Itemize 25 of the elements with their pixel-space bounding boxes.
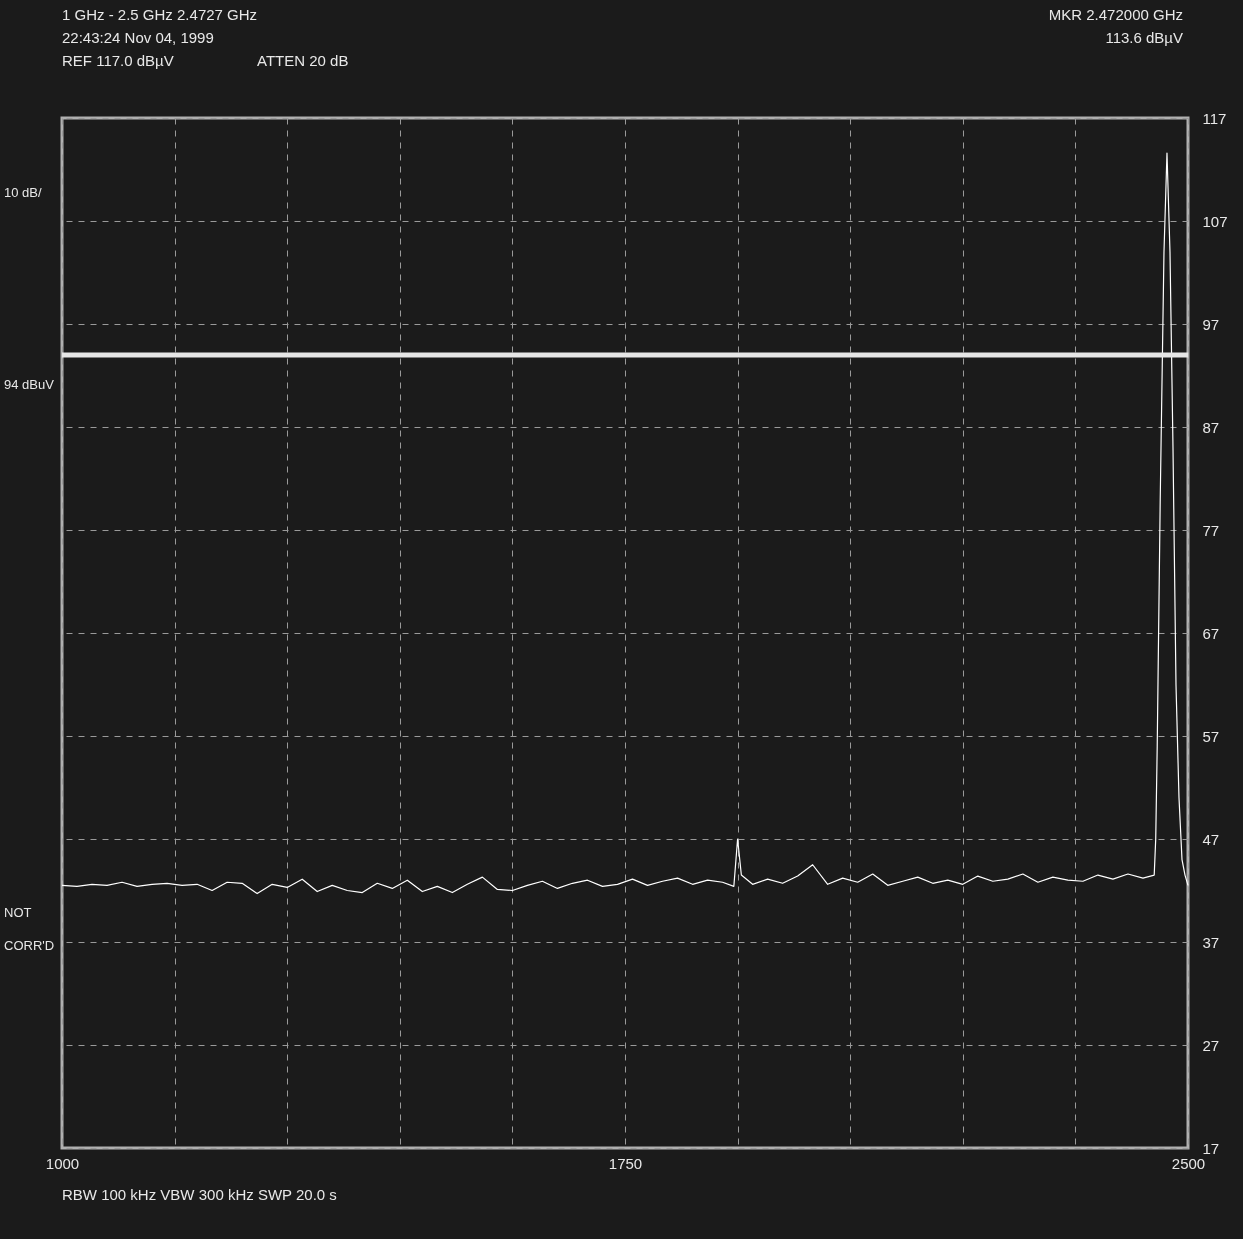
text: ATTEN 20 dB [257,52,349,69]
y-tick-label: 77 [1202,521,1220,539]
text: 113.6 dBµV [1105,29,1183,46]
x-tick-label: 1750 [608,1154,643,1172]
y-tick-label: 57 [1202,727,1220,745]
y-tick-label: 27 [1202,1036,1220,1054]
x-tick-label: 2500 [1171,1154,1206,1172]
y-tick-label: 17 [1202,1139,1220,1157]
y-tick-label: 97 [1202,315,1220,333]
x-tick-label: 1000 [45,1154,80,1172]
y-tick-label: 47 [1202,830,1220,848]
text: 10 dB/ [4,185,42,200]
y-tick-label: 87 [1202,418,1220,436]
text: MKR 2.472000 GHz [1048,6,1183,23]
text: REF 117.0 dBµV [62,52,174,69]
y-tick-label: 117 [1202,109,1227,127]
text: 1 GHz - 2.5 GHz 2.4727 GHz [62,6,258,23]
text: NOT CORR'D [4,905,55,953]
y-tick-label: 37 [1202,933,1220,951]
text: RBW 100 kHz VBW 300 kHz SWP 20.0 s [62,1186,337,1203]
y-tick-label: 67 [1202,624,1220,642]
line-series [61,152,1189,895]
text: 22:43:24 Nov 04, 1999 [62,29,214,46]
ref-line-label: 94 dBuV [4,376,55,392]
y-tick-label: 107 [1202,212,1228,230]
